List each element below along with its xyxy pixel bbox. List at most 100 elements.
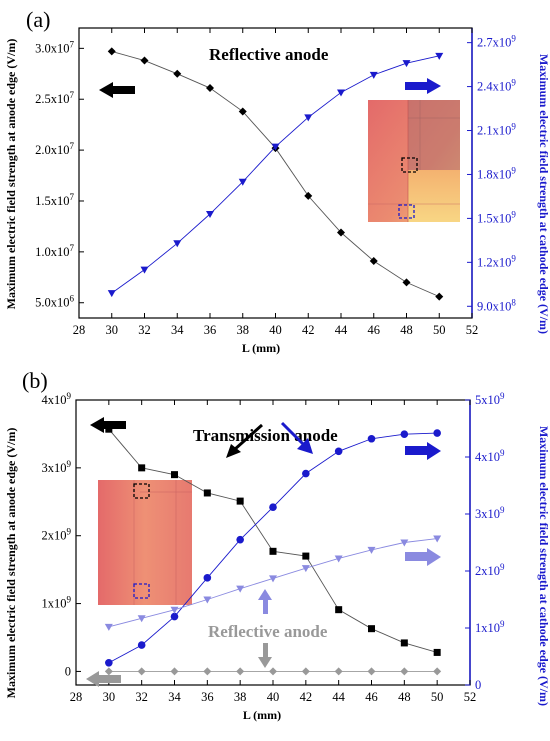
data-point: [301, 667, 310, 676]
annotation-reflective-anode-b: Reflective anode: [208, 622, 328, 641]
y-axis-label-b: Maximum electric field strength at anode…: [4, 428, 18, 699]
data-point: [206, 84, 214, 93]
data-point: [367, 667, 376, 676]
data-point: [105, 658, 113, 667]
y2-ticks-a: 9.0x108 1.2x109 1.5x109 1.8x109 2.1x109 2.4x1…: [467, 34, 516, 313]
y2-tick-label: 0: [475, 678, 481, 692]
arrow-right-blue-a: [405, 78, 441, 94]
x-tick-label: 28: [70, 690, 83, 704]
x-tick-label: 36: [204, 323, 217, 337]
data-point: [269, 667, 277, 676]
arrow-right-blue-b: [405, 442, 441, 460]
data-point: [137, 667, 146, 676]
y2-ticks-b: 0 1x109 2x109 3x109 4x109 5x109: [465, 391, 505, 692]
data-point: [400, 639, 408, 647]
arrow-diagonal-black-b: [226, 423, 263, 458]
arrow-down-grey-b: [258, 643, 272, 668]
x-tick-label: 48: [398, 690, 411, 704]
inset-simulation-image-a: [368, 100, 460, 222]
panel-label-b: (b): [22, 368, 48, 393]
x-tick-label: 38: [234, 690, 247, 704]
x-tick-label: 34: [168, 690, 181, 704]
data-point: [433, 429, 441, 437]
y-tick-label: 1x109: [42, 595, 72, 611]
x-tick-label: 50: [433, 323, 446, 337]
x-tick-label: 48: [400, 323, 413, 337]
data-point: [173, 240, 182, 248]
y2-axis-label-b: Maximum electric field strength at catho…: [537, 426, 550, 706]
data-point: [170, 667, 179, 676]
y2-tick-label: 5x109: [475, 391, 505, 407]
y2-tick-label: 2.7x109: [477, 34, 516, 50]
data-point: [173, 69, 182, 78]
data-point: [236, 667, 245, 676]
x-tick-label: 30: [106, 323, 119, 337]
panel-b: (b) 28 30 32 34 36 38 40 42 44 46 48 50 52 0 1x109 2x1…: [4, 368, 550, 722]
y-tick-label: 3.0x107: [35, 39, 74, 55]
x-ticks-a: 28 30 32 34 36 38 40 42 44 46 48 50 52: [73, 28, 478, 337]
data-point: [105, 425, 113, 433]
data-point: [304, 114, 313, 122]
arrow-diagonal-blue-b: [280, 421, 313, 454]
x-tick-label: 38: [237, 323, 250, 337]
data-point: [334, 555, 343, 563]
x-tick-label: 34: [171, 323, 184, 337]
x-axis-label-a: L (mm): [242, 341, 280, 355]
panel-a: (a) 28 30 32 34 36 38 40 42 44 46 48 50 52 5.0x106 1.…: [4, 7, 550, 355]
x-tick-label: 32: [135, 690, 148, 704]
y2-tick-label: 1.2x109: [477, 253, 516, 269]
data-point: [107, 47, 116, 56]
y2-axis-label-a: Maximum electric field strength at catho…: [537, 54, 550, 334]
x-axis-label-b: L (mm): [243, 708, 281, 722]
data-point: [269, 575, 277, 583]
data-point: [367, 546, 376, 554]
data-point: [238, 107, 247, 116]
data-point: [433, 535, 442, 543]
data-point: [400, 430, 409, 439]
annotation-transmission-anode: Transmission anode: [193, 426, 338, 445]
x-tick-label: 42: [302, 323, 315, 337]
y2-tick-label: 1.5x109: [477, 209, 516, 225]
x-tick-label: 30: [103, 690, 116, 704]
data-point: [236, 497, 244, 505]
data-point: [433, 667, 442, 676]
x-tick-label: 46: [365, 690, 378, 704]
annotation-reflective-anode-a: Reflective anode: [209, 45, 329, 64]
data-point: [335, 606, 343, 614]
x-tick-label: 42: [300, 690, 313, 704]
data-point: [369, 71, 378, 79]
data-point: [107, 290, 116, 298]
data-point: [302, 552, 310, 560]
y-tick-label: 2.0x107: [35, 141, 74, 157]
data-point: [138, 464, 146, 472]
data-point: [367, 434, 376, 443]
x-ticks-b: 28 30 32 34 36 38 40 42 44 46 48 50 52: [70, 400, 476, 704]
y2-tick-label: 1x109: [475, 619, 505, 635]
y-tick-label: 2.5x107: [35, 90, 74, 106]
data-point: [337, 228, 345, 237]
data-point: [206, 211, 214, 219]
data-point: [137, 615, 146, 623]
data-point: [400, 539, 409, 547]
x-tick-label: 40: [269, 323, 282, 337]
arrow-left-black-a: [99, 82, 135, 98]
x-tick-label: 40: [267, 690, 280, 704]
x-tick-label: 32: [138, 323, 151, 337]
data-point: [435, 292, 444, 301]
series-b: [104, 425, 442, 676]
data-point: [269, 547, 277, 555]
data-point: [236, 585, 245, 593]
y-tick-label: 1.0x107: [35, 243, 74, 259]
data-point: [433, 648, 441, 656]
y2-tick-label: 2.1x109: [477, 122, 516, 138]
data-point: [203, 596, 212, 604]
series-a: [107, 47, 444, 301]
data-point: [301, 565, 310, 573]
y-ticks-b: 0 1x109 2x109 3x109 4x109: [42, 391, 81, 678]
data-point: [140, 266, 149, 274]
data-point: [304, 191, 313, 200]
y-tick-label: 2x109: [42, 527, 72, 543]
data-point: [435, 52, 444, 60]
arrow-left-black-b: [90, 417, 126, 433]
data-point: [137, 641, 146, 649]
